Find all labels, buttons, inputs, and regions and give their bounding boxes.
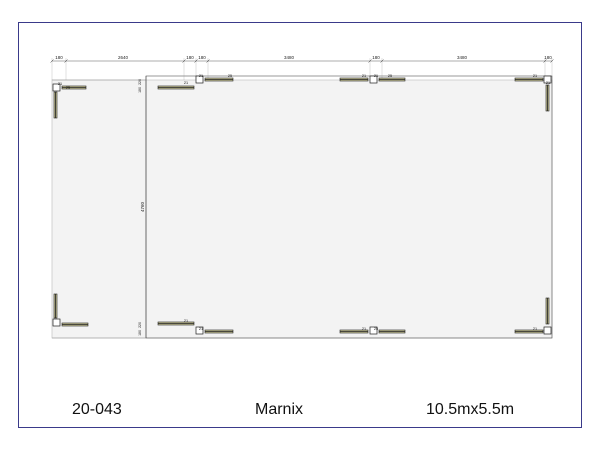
post-label: 21 — [374, 74, 378, 78]
post-label: 21 — [184, 81, 188, 85]
post-square — [195, 326, 204, 335]
floor-plan — [51, 75, 553, 339]
post-label: 21 — [199, 327, 203, 331]
small-vertical-dimension-label: 220 — [138, 79, 142, 85]
top-dimension-label: 2640 — [118, 55, 129, 60]
post-square — [52, 83, 61, 92]
dimension-tick — [543, 59, 547, 63]
drawing-number: 20-043 — [72, 401, 122, 418]
floor-slab — [51, 79, 553, 339]
post-label: 25 — [66, 86, 70, 90]
post-square — [543, 75, 552, 84]
post-label: 21 — [362, 74, 366, 78]
dimension-tick — [50, 59, 54, 63]
small-vertical-dimension-label: 180 — [138, 87, 142, 93]
post-label: 21 — [546, 81, 550, 85]
post-label: 21 — [362, 327, 366, 331]
top-dimension-label: 180 — [186, 55, 194, 60]
dimension-tick — [64, 59, 68, 63]
post-label: 21 — [58, 82, 62, 86]
top-dimension-label: 180 — [55, 55, 63, 60]
dimension-tick — [206, 59, 210, 63]
dimension-tick — [550, 59, 554, 63]
post-square — [52, 318, 61, 327]
drawing-size: 10.5mx5.5m — [426, 401, 515, 418]
top-dimension-label: 3480 — [284, 55, 295, 60]
small-vertical-dimension-label: 180 — [138, 330, 142, 336]
vertical-dimension-label: 4760 — [140, 201, 145, 212]
dimension-tick — [368, 59, 372, 63]
top-dimension-label: 3480 — [457, 55, 468, 60]
sheet-frame — [18, 22, 582, 428]
dimension-lines: 180 2640 180 180 3480 180 3480 180 4760 220 180 220… — [50, 55, 554, 338]
post-square — [369, 75, 378, 84]
top-dimension-label: 180 — [198, 55, 206, 60]
post-label: 25 — [374, 327, 378, 331]
post-square — [195, 75, 204, 84]
post-square — [369, 326, 378, 335]
post-label: 21 — [199, 74, 203, 78]
top-dimension-label: 180 — [544, 55, 552, 60]
dimension-tick — [380, 59, 384, 63]
post-label: 21 — [533, 74, 537, 78]
drawing-name: Marnix — [255, 401, 304, 418]
post-markers: 21 25 21 21 25 21 21 25 21 21 21 21 25 21 21 — [52, 74, 552, 335]
post-label: 21 — [533, 327, 537, 331]
post-label: 25 — [388, 74, 392, 78]
top-dimension-label: 180 — [372, 55, 380, 60]
post-square — [543, 326, 552, 335]
dimension-tick — [182, 59, 186, 63]
small-vertical-dimension-label: 220 — [138, 322, 142, 328]
post-label: 21 — [184, 319, 188, 323]
dimension-tick — [194, 59, 198, 63]
post-label: 25 — [228, 74, 232, 78]
